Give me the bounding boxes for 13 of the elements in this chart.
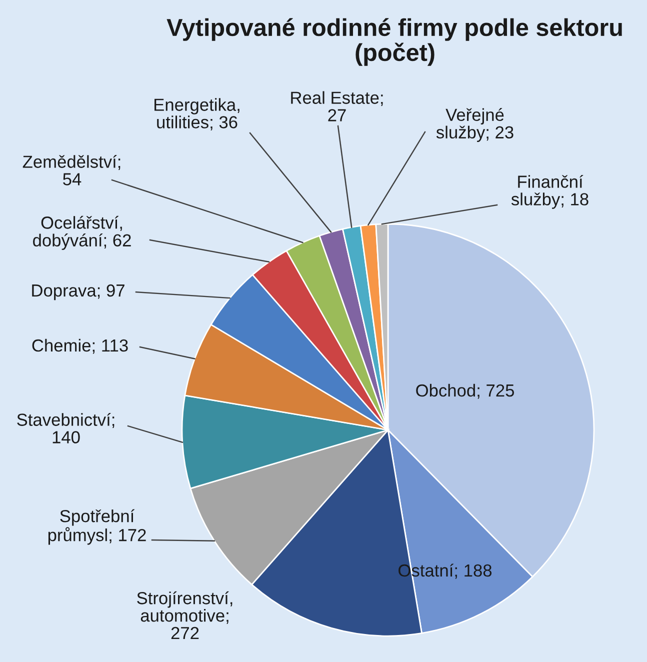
chart-title: Vytipované rodinné firmy podle sektoru (počet) [166, 18, 622, 66]
slice-label: Ocelářství, dobývání; 62 [33, 216, 131, 250]
slice-label: Stavebnictví; 140 [17, 412, 114, 444]
slice-label: Veřejné služby; 23 [436, 108, 514, 142]
slice-label: Obchod; 725 [416, 384, 514, 399]
slice-label: Chemie; 113 [32, 338, 128, 354]
slice-label: Doprava; 97 [32, 284, 124, 300]
slice-label: Energetika, utilities; 36 [154, 98, 240, 130]
slice-label: Spotřební průmysl; 172 [48, 509, 146, 545]
slice-label: Zemědělství; 54 [22, 154, 120, 186]
slice-label: Finanční služby; 18 [511, 174, 588, 209]
slice-label: Strojírenství, automotive; 272 [137, 591, 232, 640]
slice-label: Real Estate; 27 [291, 91, 383, 122]
